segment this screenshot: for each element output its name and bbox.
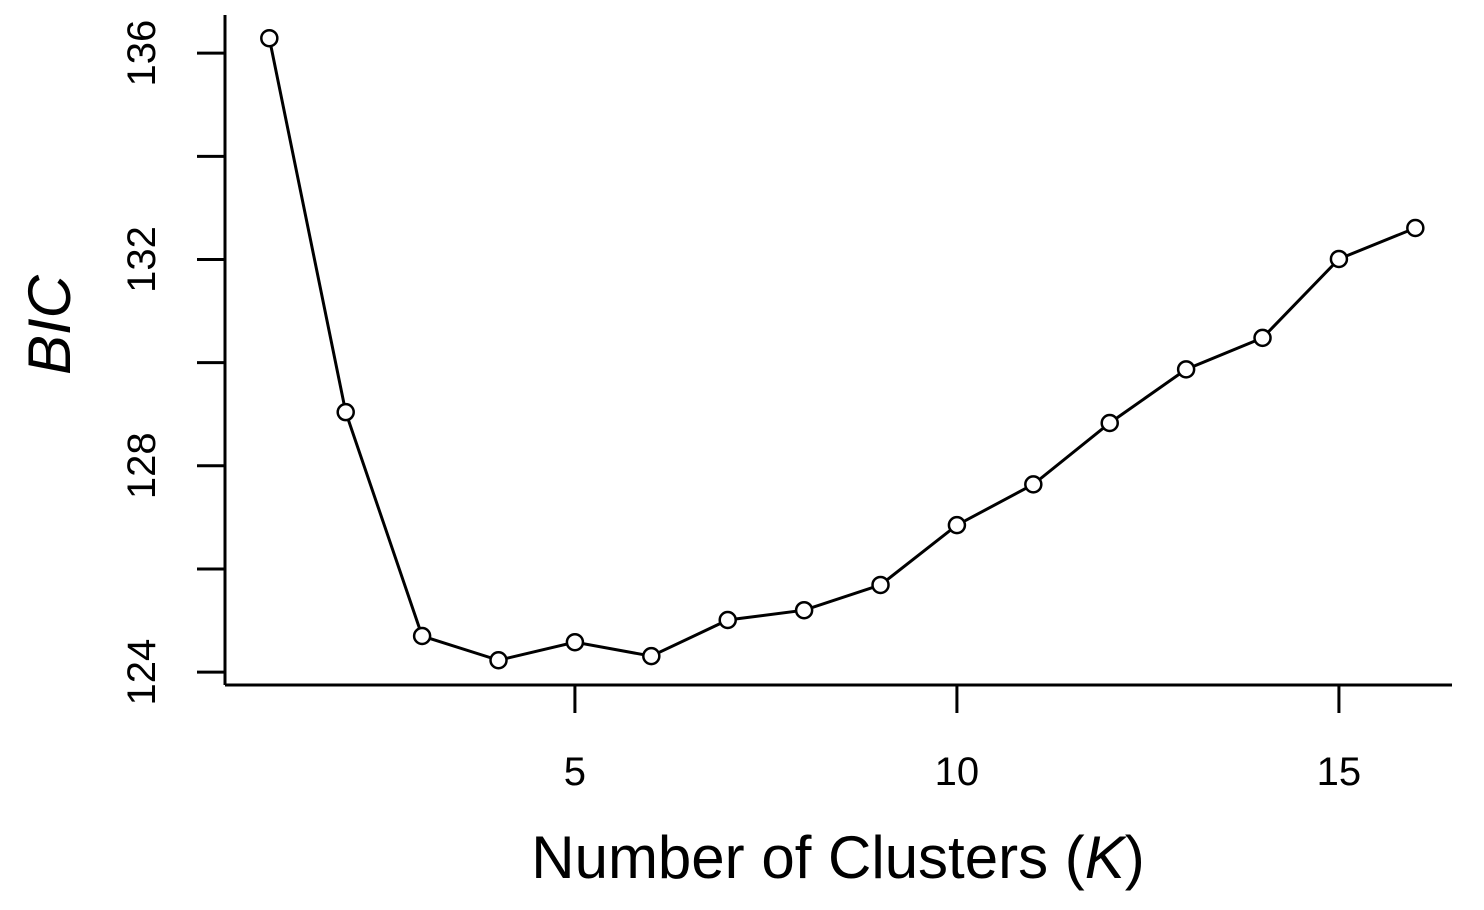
x-axis-label: Number of Clusters (K) — [531, 824, 1145, 891]
y-tick-label: 132 — [120, 226, 164, 293]
marker — [260, 28, 279, 48]
marker — [1100, 413, 1119, 433]
marker — [642, 646, 661, 666]
line — [267, 37, 1416, 662]
x-tick-label: 10 — [935, 750, 980, 794]
marker — [871, 575, 890, 595]
marker — [1176, 360, 1196, 379]
marker — [336, 402, 355, 422]
marker — [412, 626, 432, 646]
y-tick-label: 136 — [120, 20, 164, 87]
y-axis-label: BIC — [16, 274, 83, 375]
x-label-part: Number of Clusters ( — [531, 824, 1084, 891]
y-tick-label: 128 — [120, 432, 164, 499]
marker — [718, 610, 737, 630]
marker — [1406, 218, 1425, 238]
x-tick-label: 15 — [1317, 750, 1362, 794]
x-tick-label: 5 — [564, 750, 586, 794]
marker — [1329, 249, 1349, 269]
marker — [565, 632, 585, 652]
y-tick-label: 124 — [120, 639, 164, 706]
marker — [1253, 328, 1272, 348]
marker — [489, 650, 508, 670]
x-label-part: ) — [1125, 824, 1145, 891]
marker — [947, 515, 967, 535]
x-label-part: K — [1085, 824, 1128, 891]
marker — [794, 600, 814, 620]
marker — [1024, 475, 1043, 494]
